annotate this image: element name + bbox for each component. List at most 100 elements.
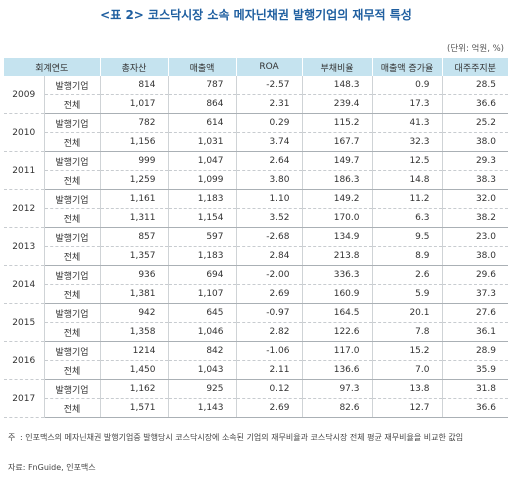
value-cell: 15.2	[371, 341, 442, 361]
value-cell: 11.2	[371, 189, 442, 209]
value-cell: 3.80	[235, 170, 302, 190]
value-cell: 134.9	[301, 227, 372, 247]
value-cell: 136.6	[301, 360, 372, 380]
value-cell: 14.8	[371, 170, 442, 190]
value-cell: 1214	[99, 341, 168, 361]
value-cell: 7.0	[371, 360, 442, 380]
table-row: 전체 1,571 1,143 2.69 82.6 12.7 36.6	[4, 398, 508, 418]
year-cell: 2015	[4, 303, 45, 342]
value-cell: 2.69	[235, 398, 302, 418]
row-label: 전체	[44, 170, 100, 190]
row-label: 발행기업	[44, 76, 100, 95]
row-label: 전체	[44, 132, 100, 152]
value-cell: 6.3	[371, 208, 442, 228]
value-cell: 597	[167, 227, 236, 247]
value-cell: 2.69	[235, 284, 302, 304]
value-cell: 2.11	[235, 360, 302, 380]
header-row: 회계연도 총자산 매출액 ROA 부채비율 매출액 증가율 대주주지분	[4, 58, 508, 76]
table-body: 2009 발행기업 814 787 -2.57 148.3 0.9 28.5 전체 1,017 86…	[4, 76, 508, 418]
value-cell: 38.3	[441, 170, 508, 190]
value-cell: 1,311	[99, 208, 168, 228]
value-cell: 1,450	[99, 360, 168, 380]
row-label: 전체	[44, 208, 100, 228]
value-cell: 167.7	[301, 132, 372, 152]
value-cell: 37.3	[441, 284, 508, 304]
year-cell: 2009	[4, 76, 45, 114]
value-cell: 20.1	[371, 303, 442, 323]
value-cell: 82.6	[301, 398, 372, 418]
row-label: 전체	[44, 246, 100, 266]
value-cell: 2.84	[235, 246, 302, 266]
value-cell: 814	[99, 76, 168, 95]
year-cell: 2017	[4, 379, 45, 418]
table-row: 2009 발행기업 814 787 -2.57 148.3 0.9 28.5	[4, 76, 508, 114]
value-cell: 2.82	[235, 322, 302, 342]
table-row: 전체 1,358 1,046 2.82 122.6 7.8 36.1	[4, 322, 508, 342]
value-cell: 1.10	[235, 189, 302, 209]
footnote: 주 : 인포맥스의 메자닌채권 발행기업중 발행당시 코스닥시장에 소속된 기업…	[8, 432, 504, 444]
value-cell: -1.06	[235, 341, 302, 361]
value-cell: 115.2	[301, 113, 372, 133]
value-cell: 97.3	[301, 379, 372, 399]
header-roa: ROA	[235, 58, 302, 76]
value-cell: 1,154	[167, 208, 236, 228]
value-cell: 999	[99, 151, 168, 171]
value-cell: 2.6	[371, 265, 442, 285]
header-total-assets: 총자산	[99, 58, 168, 76]
value-cell: 5.9	[371, 284, 442, 304]
row-label: 발행기업	[44, 113, 100, 133]
table-row: 전체 1,259 1,099 3.80 186.3 14.8 38.3	[4, 170, 508, 190]
note-mark: 주	[8, 433, 16, 442]
year-cell: 2010	[4, 113, 45, 152]
value-cell: 3.52	[235, 208, 302, 228]
value-cell: 38.0	[441, 132, 508, 152]
table-row: 2014 발행기업 936 694 -2.00 336.3 2.6 29.6	[4, 265, 508, 304]
value-cell: 936	[99, 265, 168, 285]
header-sales-growth: 매출액 증가율	[371, 58, 442, 76]
value-cell: 23.0	[441, 227, 508, 247]
row-label: 발행기업	[44, 265, 100, 285]
table-row: 전체 1,311 1,154 3.52 170.0 6.3 38.2	[4, 208, 508, 228]
table-row: 2010 발행기업 782 614 0.29 115.2 41.3 25.2	[4, 113, 508, 152]
year-cell: 2013	[4, 227, 45, 266]
value-cell: 7.8	[371, 322, 442, 342]
row-label: 전체	[44, 284, 100, 304]
value-cell: 149.2	[301, 189, 372, 209]
value-cell: 1,047	[167, 151, 236, 171]
value-cell: 32.0	[441, 189, 508, 209]
row-label: 전체	[44, 398, 100, 418]
value-cell: 1,017	[99, 94, 168, 114]
table-row: 2016 발행기업 1214 842 -1.06 117.0 15.2 28.9	[4, 341, 508, 380]
note-text: : 인포맥스의 메자닌채권 발행기업중 발행당시 코스닥시장에 소속된 기업의 …	[20, 433, 464, 442]
table-row: 2011 발행기업 999 1,047 2.64 149.7 12.5 29.3	[4, 151, 508, 190]
value-cell: 1,156	[99, 132, 168, 152]
value-cell: 782	[99, 113, 168, 133]
value-cell: 842	[167, 341, 236, 361]
value-cell: 17.3	[371, 94, 442, 114]
value-cell: 1,046	[167, 322, 236, 342]
row-label: 발행기업	[44, 303, 100, 323]
value-cell: 3.74	[235, 132, 302, 152]
row-label: 전체	[44, 94, 100, 114]
row-label: 전체	[44, 322, 100, 342]
value-cell: 2.31	[235, 94, 302, 114]
value-cell: 864	[167, 94, 236, 114]
value-cell: 41.3	[371, 113, 442, 133]
value-cell: 28.5	[441, 76, 508, 95]
table-row: 전체 1,156 1,031 3.74 167.7 32.3 38.0	[4, 132, 508, 152]
value-cell: 1,143	[167, 398, 236, 418]
value-cell: 1,161	[99, 189, 168, 209]
year-cell: 2014	[4, 265, 45, 304]
value-cell: 27.6	[441, 303, 508, 323]
value-cell: 28.9	[441, 341, 508, 361]
table-row: 2015 발행기업 942 645 -0.97 164.5 20.1 27.6	[4, 303, 508, 342]
value-cell: 31.8	[441, 379, 508, 399]
value-cell: 1,107	[167, 284, 236, 304]
value-cell: 170.0	[301, 208, 372, 228]
value-cell: 38.0	[441, 246, 508, 266]
value-cell: 942	[99, 303, 168, 323]
table-row: 전체 1,017 864 2.31 239.4 17.3 36.6	[4, 94, 508, 114]
value-cell: 8.9	[371, 246, 442, 266]
value-cell: 1,571	[99, 398, 168, 418]
value-cell: 645	[167, 303, 236, 323]
